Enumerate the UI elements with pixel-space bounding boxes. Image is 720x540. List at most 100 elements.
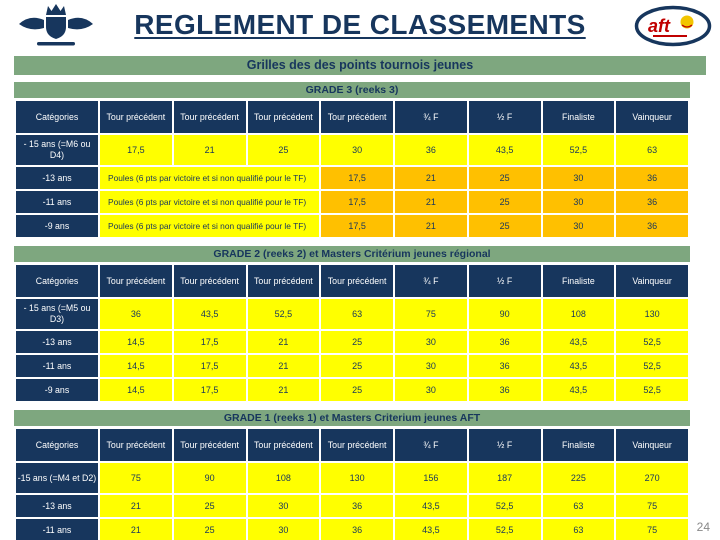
category-cell: -11 ans xyxy=(16,355,98,377)
category-cell: -13 ans xyxy=(16,331,98,353)
points-cell: 25 xyxy=(468,191,541,213)
tennis-ball-icon xyxy=(680,15,694,29)
points-cell: 30 xyxy=(395,379,467,401)
column-header: Tour précédent xyxy=(321,101,393,133)
points-cell: 130 xyxy=(321,463,393,493)
points-cell: 130 xyxy=(616,299,688,329)
points-cell: 270 xyxy=(616,463,688,493)
points-cell: 30 xyxy=(321,135,393,165)
points-cell: 187 xyxy=(468,463,541,493)
points-cell: 43,5 xyxy=(468,135,541,165)
points-cell: 25 xyxy=(321,355,393,377)
grade3-section-title: GRADE 3 (reeks 3) xyxy=(14,82,690,98)
category-cell: - 15 ans (=M6 ou D4) xyxy=(16,135,98,165)
column-header: Vainqueur xyxy=(616,101,688,133)
points-cell: 14,5 xyxy=(100,355,172,377)
points-cell: 43,5 xyxy=(542,331,615,353)
category-cell: -13 ans xyxy=(16,167,98,189)
table-row: -13 ans Poules (6 pts par victoire et si… xyxy=(16,167,688,189)
column-header: Tour précédent xyxy=(173,101,246,133)
points-cell: 156 xyxy=(395,463,467,493)
points-cell: 36 xyxy=(616,215,688,237)
header-row: Catégories Tour précédent Tour précédent… xyxy=(16,265,688,297)
column-header: ½ F xyxy=(468,429,541,461)
column-header: Catégories xyxy=(16,429,98,461)
category-cell: -13 ans xyxy=(16,495,98,517)
points-cell: 52,5 xyxy=(468,519,541,540)
grade2-section-title: GRADE 2 (reeks 2) et Masters Critérium j… xyxy=(14,246,690,262)
points-cell: 75 xyxy=(395,299,467,329)
points-cell: 43,5 xyxy=(395,495,467,517)
points-cell: 17,5 xyxy=(100,135,172,165)
points-cell: 17,5 xyxy=(321,215,393,237)
table-row: -11 ans 21 25 30 36 43,5 52,5 63 75 xyxy=(16,519,688,540)
poules-cell: Poules (6 pts par victoire et si non qua… xyxy=(100,191,320,213)
column-header: Finaliste xyxy=(542,101,615,133)
grade3-table-wrap: Catégories Tour précédent Tour précédent… xyxy=(14,99,690,239)
column-header: Tour précédent xyxy=(100,429,172,461)
column-header: Tour précédent xyxy=(321,429,393,461)
column-header: Vainqueur xyxy=(616,429,688,461)
points-cell: 21 xyxy=(395,167,467,189)
points-cell: 75 xyxy=(100,463,172,493)
points-cell: 17,5 xyxy=(173,331,246,353)
table-row: -13 ans 21 25 30 36 43,5 52,5 63 75 xyxy=(16,495,688,517)
points-cell: 36 xyxy=(321,519,393,540)
category-cell: -9 ans xyxy=(16,215,98,237)
column-header: ¾ F xyxy=(395,429,467,461)
page-title: REGLEMENT DE CLASSEMENTS xyxy=(0,0,720,41)
column-header: Tour précédent xyxy=(321,265,393,297)
points-cell: 90 xyxy=(468,299,541,329)
points-cell: 52,5 xyxy=(468,495,541,517)
points-cell: 36 xyxy=(100,299,172,329)
table-row: -13 ans 14,5 17,5 21 25 30 36 43,5 52,5 xyxy=(16,331,688,353)
points-cell: 25 xyxy=(173,495,246,517)
points-cell: 17,5 xyxy=(321,191,393,213)
subtitle-bar: Grilles des des points tournois jeunes xyxy=(14,56,706,75)
points-cell: 43,5 xyxy=(542,355,615,377)
poules-cell: Poules (6 pts par victoire et si non qua… xyxy=(100,215,320,237)
header-row: Catégories Tour précédent Tour précédent… xyxy=(16,101,688,133)
points-cell: 43,5 xyxy=(542,379,615,401)
column-header: Tour précédent xyxy=(247,265,320,297)
points-cell: 30 xyxy=(542,191,615,213)
points-cell: 63 xyxy=(542,495,615,517)
points-cell: 36 xyxy=(395,135,467,165)
column-header: ½ F xyxy=(468,101,541,133)
points-cell: 21 xyxy=(100,495,172,517)
points-cell: 36 xyxy=(468,331,541,353)
points-cell: 36 xyxy=(616,167,688,189)
points-cell: 21 xyxy=(247,379,320,401)
column-header: Tour précédent xyxy=(173,265,246,297)
column-header: Finaliste xyxy=(542,265,615,297)
points-cell: 30 xyxy=(395,331,467,353)
points-cell: 25 xyxy=(321,379,393,401)
points-cell: 14,5 xyxy=(100,331,172,353)
column-header: Catégories xyxy=(16,101,98,133)
points-cell: 63 xyxy=(616,135,688,165)
points-cell: 36 xyxy=(468,355,541,377)
points-cell: 63 xyxy=(321,299,393,329)
points-cell: 36 xyxy=(616,191,688,213)
federation-crest-logo xyxy=(19,4,93,46)
points-cell: 25 xyxy=(173,519,246,540)
grade1-table-wrap: Catégories Tour précédent Tour précédent… xyxy=(14,427,690,540)
column-header: Catégories xyxy=(16,265,98,297)
table-row: -9 ans Poules (6 pts par victoire et si … xyxy=(16,215,688,237)
category-cell: - 15 ans (=M5 ou D3) xyxy=(16,299,98,329)
points-cell: 21 xyxy=(395,191,467,213)
points-cell: 108 xyxy=(542,299,615,329)
points-cell: 25 xyxy=(247,135,320,165)
table-row: -11 ans Poules (6 pts par victoire et si… xyxy=(16,191,688,213)
table-row: - 15 ans (=M6 ou D4) 17,5 21 25 30 36 43… xyxy=(16,135,688,165)
grade2-table-wrap: Catégories Tour précédent Tour précédent… xyxy=(14,263,690,403)
category-cell: -11 ans xyxy=(16,519,98,540)
points-cell: 21 xyxy=(395,215,467,237)
table-row: - 15 ans (=M5 ou D3) 36 43,5 52,5 63 75 … xyxy=(16,299,688,329)
top-bar: REGLEMENT DE CLASSEMENTS aft xyxy=(0,0,720,52)
points-cell: 30 xyxy=(542,167,615,189)
column-header: Tour précédent xyxy=(247,101,320,133)
points-cell: 52,5 xyxy=(542,135,615,165)
points-cell: 36 xyxy=(468,379,541,401)
